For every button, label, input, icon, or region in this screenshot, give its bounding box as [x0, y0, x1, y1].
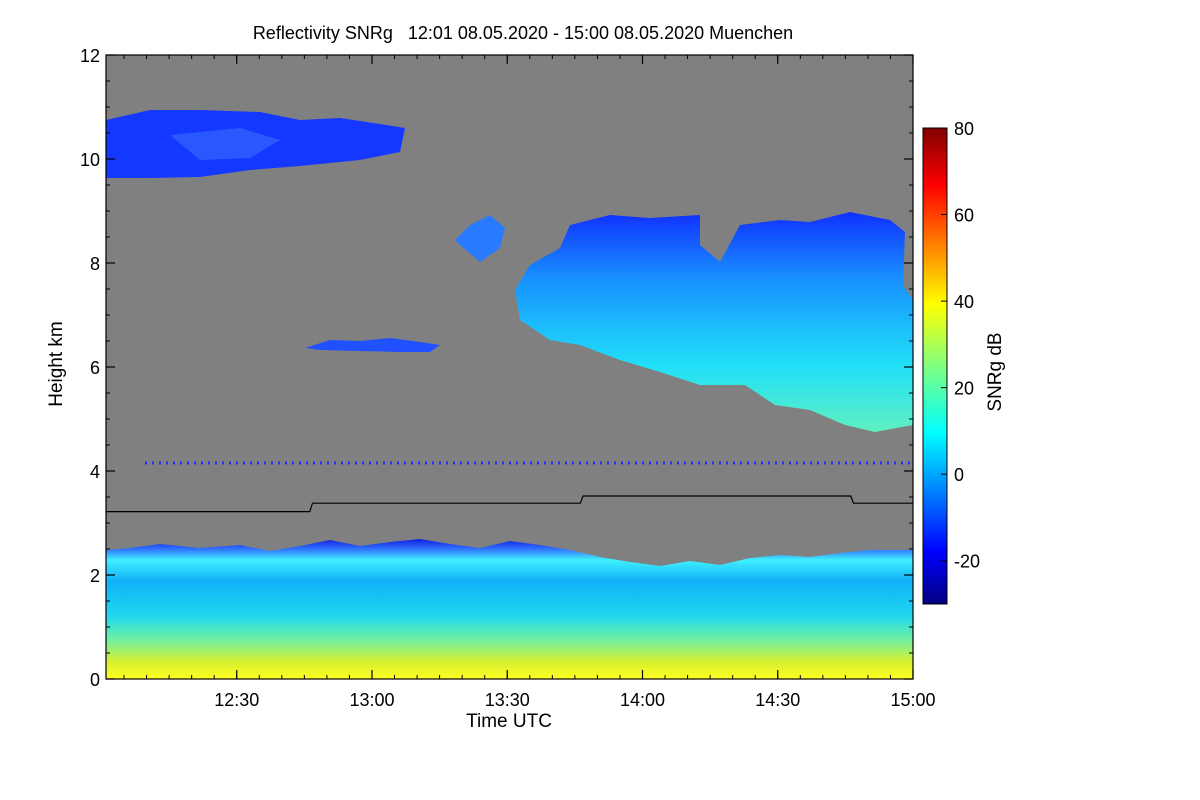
x-tick-label: 12:30 — [214, 690, 259, 710]
colorbar-tick-label: 20 — [954, 379, 974, 399]
region-boundary-layer — [106, 539, 913, 679]
boundary-height-line — [106, 495, 913, 513]
y-tick-label: 10 — [80, 150, 100, 170]
y-tick-label: 8 — [90, 254, 100, 274]
y-tick-label: 0 — [90, 670, 100, 690]
colorbar-tick-label: -20 — [954, 552, 980, 572]
x-tick-label: 14:30 — [755, 690, 800, 710]
colorbar-tick-label: 60 — [954, 206, 974, 226]
colorbar-ticks: -20 0 20 40 60 80 — [941, 119, 980, 572]
y-tick-label: 4 — [90, 462, 100, 482]
region-cirrus-detail — [170, 128, 280, 160]
region-mid-level-fragment — [455, 215, 505, 262]
colorbar — [922, 127, 948, 605]
x-axis-label: Time UTC — [466, 711, 552, 732]
y-axis-label: Height km — [46, 321, 67, 407]
chart-title: Reflectivity SNRg 12:01 08.05.2020 - 15:… — [253, 23, 793, 43]
colorbar-tick-label: 40 — [954, 292, 974, 312]
y-tick-label: 2 — [90, 566, 100, 586]
x-axis: 12:30 13:00 13:30 14:00 14:30 15:00 — [123, 55, 936, 710]
x-tick-label: 13:00 — [349, 690, 394, 710]
colorbar-tick-label: 0 — [954, 465, 964, 485]
y-tick-label: 12 — [80, 46, 100, 66]
x-tick-label: 15:00 — [890, 690, 935, 710]
x-tick-label: 14:00 — [620, 690, 665, 710]
y-axis: 0 2 4 6 8 10 12 — [80, 46, 913, 690]
region-thin-cloud — [305, 338, 440, 352]
colorbar-label: SNRg dB — [985, 332, 1006, 411]
colorbar-tick-label: 80 — [954, 119, 974, 139]
y-tick-label: 6 — [90, 358, 100, 378]
x-tick-label: 13:30 — [485, 690, 530, 710]
region-mid-level-cloud — [515, 212, 913, 432]
